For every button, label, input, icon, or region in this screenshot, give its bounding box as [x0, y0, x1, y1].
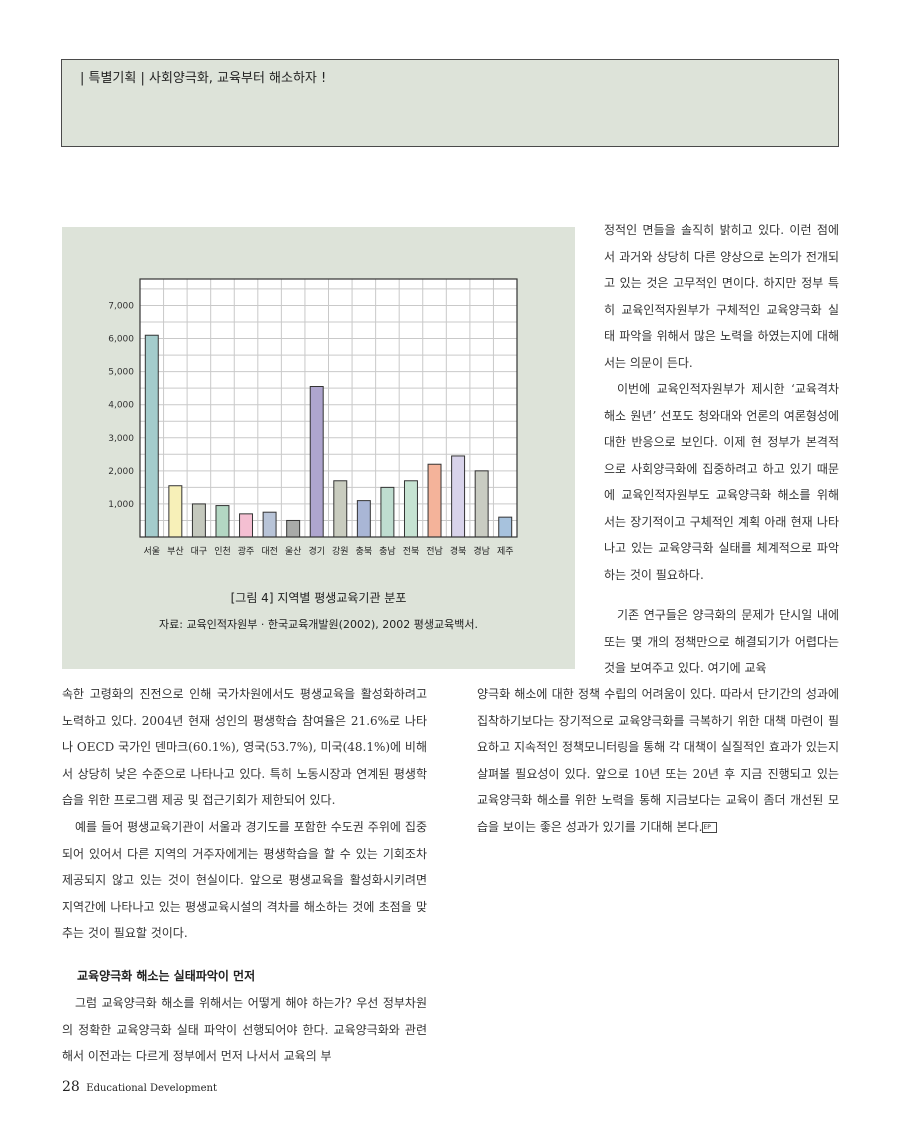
x-tick-label: 광주 — [238, 545, 255, 557]
x-tick-label: 전북 — [403, 546, 420, 557]
bar-chart: 1,000 2,000 3,000 4,000 5,000 6,000 7,000 서울 부산 대… — [108, 278, 518, 557]
plot-frame — [139, 278, 518, 538]
x-tick-label: 부산 — [167, 546, 184, 557]
x-tick-label: 충북 — [356, 546, 373, 557]
bar-서울 — [144, 334, 159, 538]
y-tick-label: 4,000 — [108, 401, 134, 411]
x-tick-label: 대전 — [261, 546, 278, 557]
bar-전북 — [403, 480, 418, 538]
x-tick-label: 경북 — [450, 545, 467, 557]
bar-강원 — [333, 480, 348, 538]
y-tick-label: 6,000 — [108, 335, 134, 345]
x-tick-label: 제주 — [497, 546, 514, 557]
bar-제주 — [498, 516, 513, 538]
page-number: 28 — [62, 1079, 80, 1095]
y-tick-label: 1,000 — [108, 500, 134, 510]
right-paragraph-1: 정적인 면들을 솔직히 밝히고 있다. 이런 점에서 과거와 상당히 다른 양상… — [604, 223, 839, 370]
bar-경북 — [451, 455, 466, 538]
bar-경기 — [309, 386, 324, 538]
y-tick-label: 5,000 — [108, 368, 134, 378]
end-mark-icon: EP — [702, 821, 718, 833]
subsection-paragraph: 그럼 교육양극화 해소를 위해서는 어떻게 해야 하는가? 우선 정부차원의 정… — [62, 996, 427, 1063]
y-tick-label: 2,000 — [108, 467, 134, 477]
bar-충남 — [380, 486, 395, 538]
right-paragraph-2: 이번에 교육인적자원부가 제시한 ‘교육격차 해소 원년’ 선포도 청와대와 언… — [604, 382, 839, 582]
right-lower-paragraph: 양극화 해소에 대한 정책 수립의 어려움이 있다. 따라서 단기간의 성과에 … — [477, 681, 839, 840]
header-banner: | 특별기획 | 사회양극화, 교육부터 해소하자 ! — [61, 59, 839, 147]
figure-source: 자료: 교육인적자원부 · 한국교육개발원(2002), 2002 평생교육백서… — [159, 618, 478, 631]
x-tick-label: 대구 — [191, 546, 208, 557]
figure-title: [그림 4] 지역별 평생교육기관 분포 — [230, 591, 407, 605]
footer: 28 Educational Development — [62, 1079, 217, 1095]
x-tick-label: 충남 — [379, 546, 396, 557]
publication-name: Educational Development — [86, 1083, 217, 1094]
x-tick-label: 서울 — [144, 546, 161, 557]
bar-충북 — [356, 500, 371, 538]
bar-전남 — [427, 463, 442, 538]
x-tick-label: 강원 — [332, 546, 349, 557]
bar-경남 — [474, 470, 489, 538]
subheading: 교육양극화 해소는 실태파악이 먼저 — [77, 969, 256, 983]
bar-광주 — [239, 513, 254, 538]
bar-부산 — [168, 485, 183, 538]
x-tick-label: 경기 — [308, 545, 325, 557]
right-paragraph-3: 기존 연구들은 양극화의 문제가 단시일 내에 또는 몇 개의 정책만으로 해결… — [604, 608, 839, 675]
right-lower-text: 양극화 해소에 대한 정책 수립의 어려움이 있다. 따라서 단기간의 성과에 … — [477, 687, 839, 834]
bar-인천 — [215, 505, 230, 538]
bar-대전 — [262, 511, 277, 538]
x-tick-label: 인천 — [214, 546, 231, 557]
x-tick-label: 울산 — [285, 546, 302, 557]
x-tick-label: 경남 — [473, 545, 490, 557]
y-tick-label: 7,000 — [108, 301, 134, 311]
left-paragraph-2: 예를 들어 평생교육기관이 서울과 경기도를 포함한 수도권 주위에 집중되어 … — [62, 820, 427, 940]
y-tick-label: 3,000 — [108, 434, 134, 444]
figure-panel: 1,000 2,000 3,000 4,000 5,000 6,000 7,000 서울 부산 대… — [62, 227, 575, 669]
bar-대구 — [191, 503, 206, 538]
x-tick-label: 전남 — [426, 546, 443, 557]
left-paragraph-1: 속한 고령화의 진전으로 인해 국가차원에서도 평생교육을 활성화하려고 노력하… — [62, 687, 427, 807]
bar-울산 — [286, 519, 301, 538]
section-header: | 특별기획 | 사회양극화, 교육부터 해소하자 ! — [80, 71, 327, 86]
